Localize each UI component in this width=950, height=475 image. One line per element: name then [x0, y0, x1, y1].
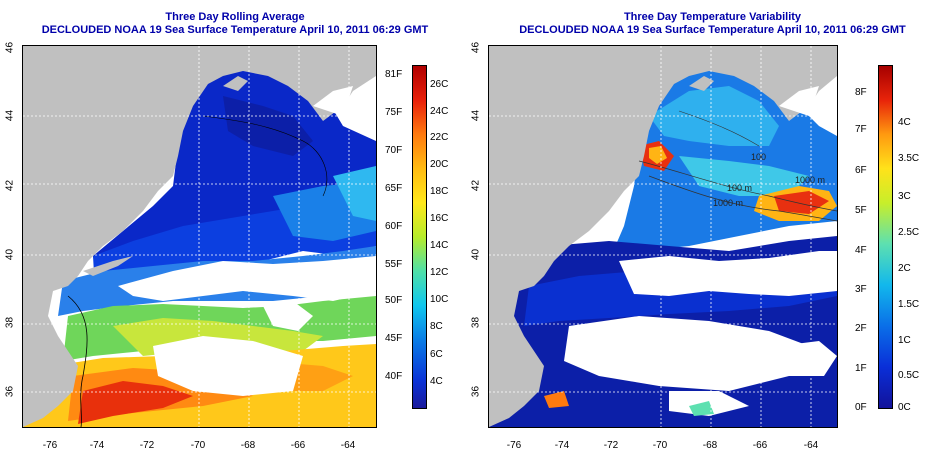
right-cbar-c-label: 3.5C	[898, 153, 920, 164]
right-cbar-f-label: 2F	[855, 323, 867, 334]
right-ytick: 38	[470, 316, 482, 329]
right-ytick: 36	[470, 385, 482, 398]
left-xtick: -74	[89, 440, 105, 451]
left-sst-map[interactable]	[22, 45, 377, 428]
left-cbar-f-label: 75F	[385, 107, 403, 118]
right-cbar-c-label: 2.5C	[898, 227, 920, 238]
contour-label: 100 m	[727, 183, 752, 193]
left-ytick: 44	[4, 109, 16, 122]
left-cbar-c-label: 16C	[430, 213, 449, 224]
left-ytick: 42	[4, 179, 16, 192]
right-xtick: -64	[803, 440, 819, 451]
right-xtick: -68	[702, 440, 718, 451]
contour-label: 1000 m	[713, 198, 743, 208]
right-cbar-c-label: 3C	[898, 191, 911, 202]
left-cbar-c-label: 20C	[430, 159, 449, 170]
left-map-graphic	[23, 46, 376, 427]
left-cbar-f-label: 60F	[385, 221, 403, 232]
left-cbar-f-label: 81F	[385, 69, 403, 80]
right-cbar-c-label: 0.5C	[898, 370, 920, 381]
right-cbar-c-label: 0C	[898, 402, 911, 413]
left-cbar-f-label: 70F	[385, 145, 403, 156]
left-colorbar	[412, 65, 427, 409]
left-title: Three Day Rolling Average	[165, 11, 305, 23]
right-cbar-c-label: 1C	[898, 335, 911, 346]
right-variability-map[interactable]: 100 100 m 1000 m 1000 m	[488, 45, 838, 428]
right-title: Three Day Temperature Variability	[623, 11, 802, 23]
left-xtick: -68	[240, 440, 256, 451]
right-cbar-f-label: 8F	[855, 87, 867, 98]
left-cbar-c-label: 4C	[430, 376, 443, 387]
right-ytick: 46	[470, 41, 482, 54]
right-cbar-c-label: 2C	[898, 263, 911, 274]
left-ytick: 38	[4, 316, 16, 329]
right-cbar-f-label: 0F	[855, 402, 867, 413]
left-xtick: -66	[290, 440, 306, 451]
left-cbar-f-label: 50F	[385, 295, 403, 306]
right-ytick: 44	[470, 109, 482, 122]
right-cbar-f-label: 1F	[855, 363, 867, 374]
left-cbar-c-label: 22C	[430, 132, 449, 143]
left-xtick: -72	[139, 440, 155, 451]
contour-label: 100	[751, 152, 766, 162]
left-cbar-c-label: 24C	[430, 106, 449, 117]
left-ytick: 40	[4, 248, 16, 261]
right-xtick: -74	[554, 440, 570, 451]
left-xtick: -70	[190, 440, 206, 451]
left-cbar-c-label: 12C	[430, 267, 449, 278]
left-cbar-f-label: 45F	[385, 333, 403, 344]
right-xtick: -72	[603, 440, 619, 451]
right-xtick: -70	[652, 440, 668, 451]
left-cbar-f-label: 65F	[385, 183, 403, 194]
right-cbar-c-label: 4C	[898, 117, 911, 128]
right-subtitle: DECLOUDED NOAA 19 Sea Surface Temperatur…	[519, 24, 906, 36]
right-cbar-c-label: 1.5C	[898, 299, 920, 310]
right-xtick: -76	[506, 440, 522, 451]
left-cbar-f-label: 40F	[385, 371, 403, 382]
left-subtitle: DECLOUDED NOAA 19 Sea Surface Temperatur…	[41, 24, 429, 36]
right-cbar-f-label: 3F	[855, 284, 867, 295]
contour-label: 1000 m	[795, 175, 825, 185]
left-xtick: -64	[340, 440, 356, 451]
right-cbar-f-label: 7F	[855, 124, 867, 135]
left-ytick: 46	[4, 41, 16, 54]
right-cbar-f-label: 6F	[855, 165, 867, 176]
left-cbar-c-label: 10C	[430, 294, 449, 305]
left-cbar-c-label: 6C	[430, 349, 443, 360]
left-xtick: -76	[42, 440, 58, 451]
left-panel: Three Day Rolling Average DECLOUDED NOAA…	[0, 0, 470, 475]
left-cbar-c-label: 18C	[430, 186, 449, 197]
left-cbar-c-label: 14C	[430, 240, 449, 251]
right-panel: Three Day Temperature Variability DECLOU…	[471, 0, 950, 475]
right-xtick: -66	[752, 440, 768, 451]
left-cbar-f-label: 55F	[385, 259, 403, 270]
left-cbar-c-label: 8C	[430, 321, 443, 332]
right-ytick: 42	[470, 179, 482, 192]
left-cbar-c-label: 26C	[430, 79, 449, 90]
right-cbar-f-label: 4F	[855, 245, 867, 256]
right-ytick: 40	[470, 248, 482, 261]
right-colorbar	[878, 65, 893, 409]
right-map-graphic: 100 100 m 1000 m 1000 m	[489, 46, 837, 427]
left-ytick: 36	[4, 385, 16, 398]
right-cbar-f-label: 5F	[855, 205, 867, 216]
